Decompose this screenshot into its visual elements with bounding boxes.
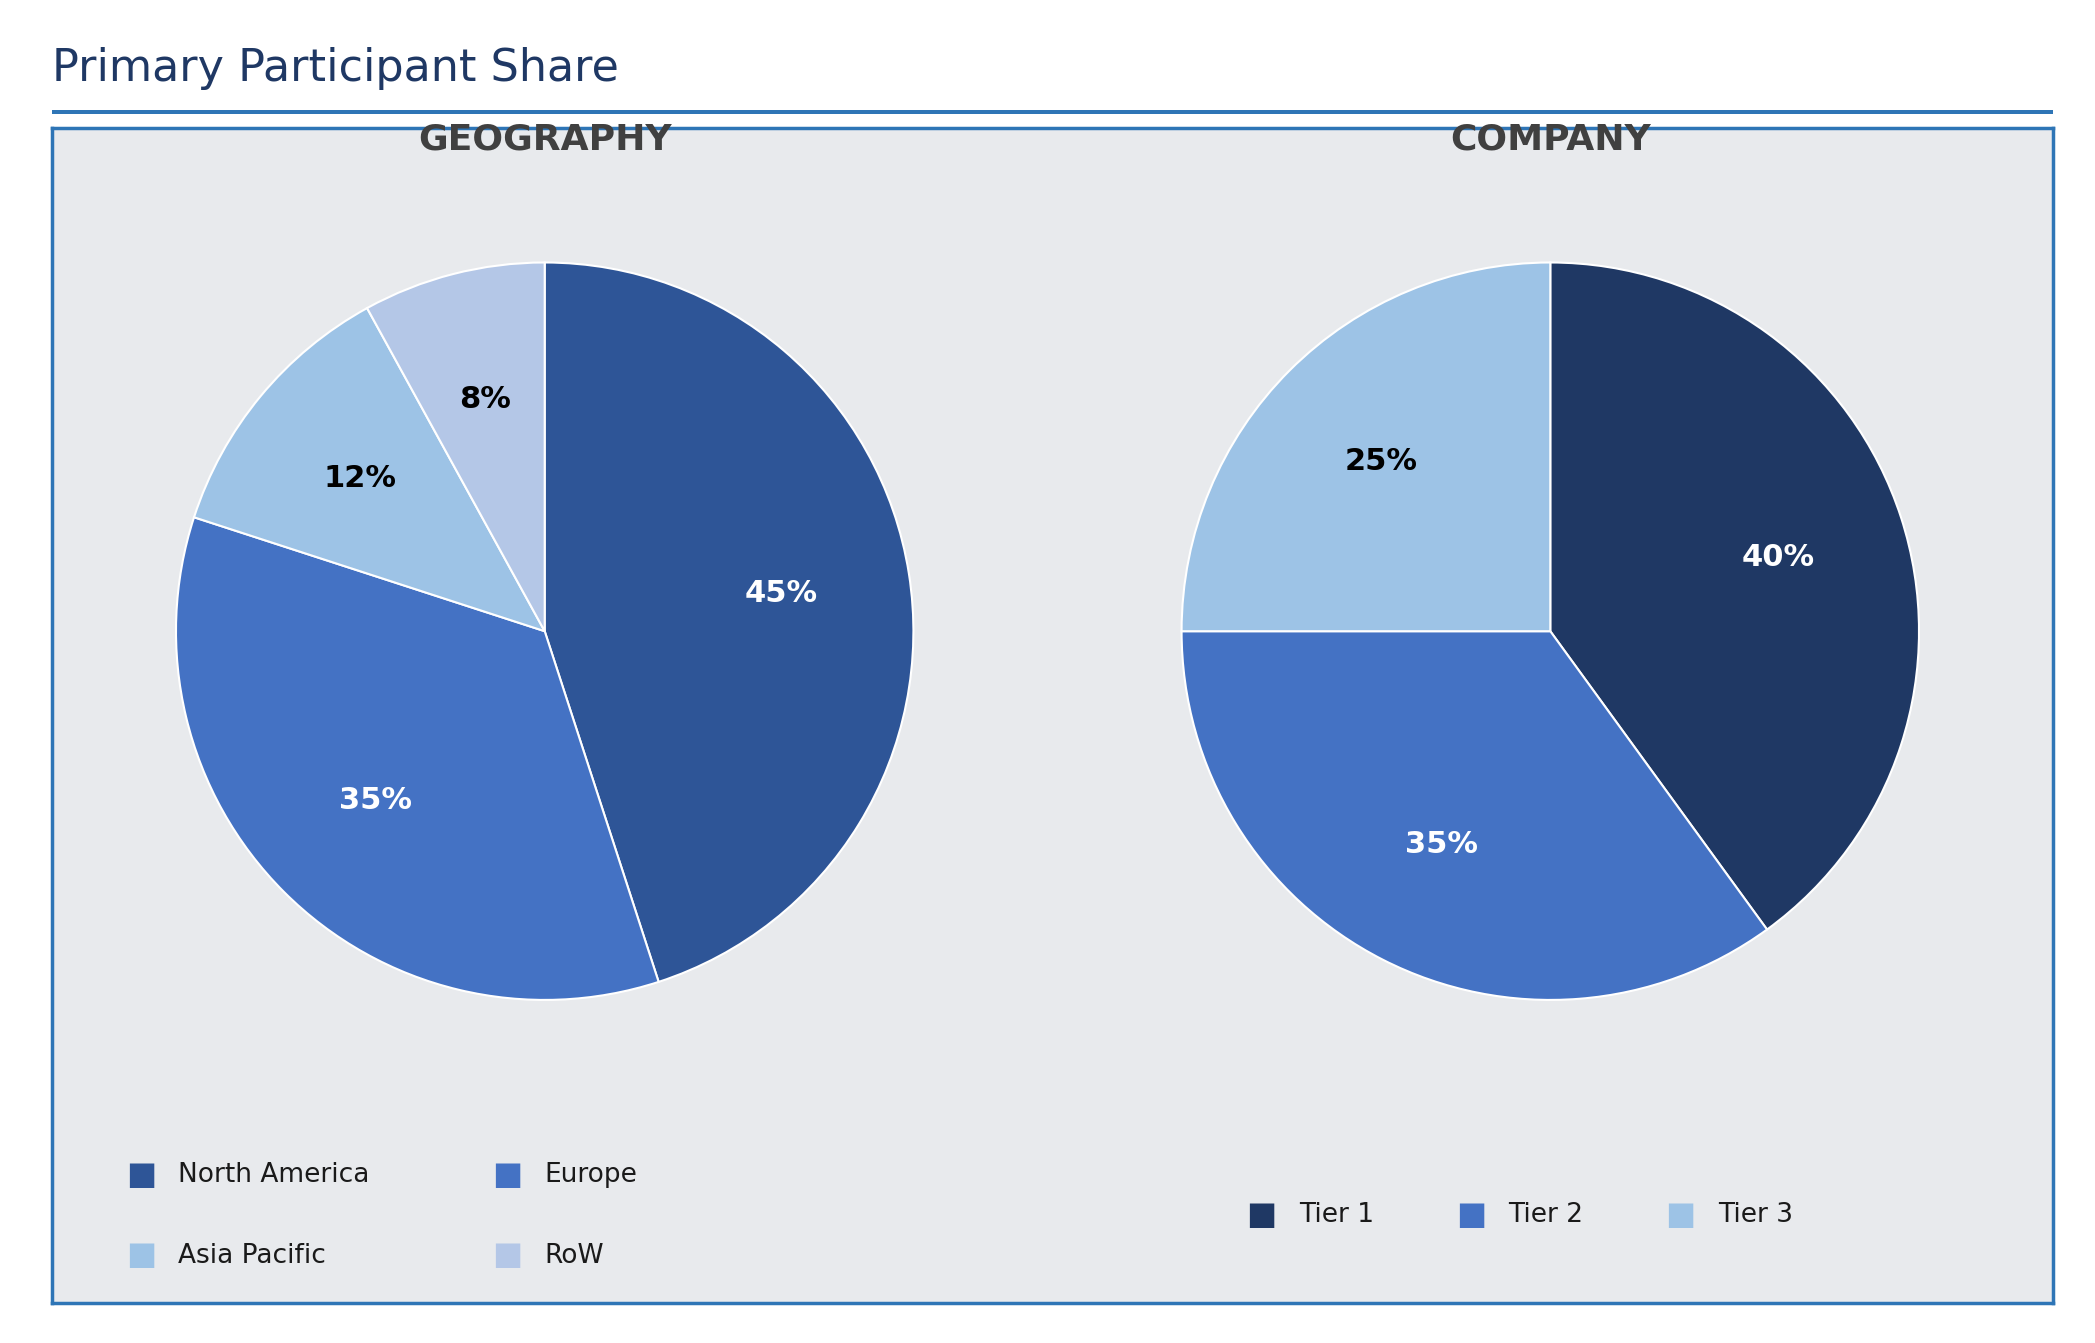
Text: ■: ■	[1456, 1199, 1485, 1232]
Text: RoW: RoW	[545, 1242, 603, 1269]
Text: 35%: 35%	[339, 786, 413, 815]
Text: Tier 1: Tier 1	[1299, 1202, 1374, 1229]
Text: Tier 3: Tier 3	[1718, 1202, 1793, 1229]
Text: ■: ■	[492, 1159, 522, 1191]
Text: 12%: 12%	[323, 463, 396, 493]
Text: 35%: 35%	[1406, 830, 1477, 860]
Wedge shape	[1550, 262, 1919, 929]
Wedge shape	[195, 308, 545, 631]
Text: ■: ■	[126, 1240, 155, 1272]
Wedge shape	[1182, 262, 1550, 631]
Text: 25%: 25%	[1345, 447, 1418, 477]
Text: North America: North America	[178, 1162, 369, 1189]
Text: 40%: 40%	[1741, 543, 1814, 572]
Text: 45%: 45%	[746, 579, 817, 608]
Text: ■: ■	[1247, 1199, 1276, 1232]
Text: Primary Participant Share: Primary Participant Share	[52, 47, 620, 90]
Text: 8%: 8%	[459, 384, 511, 414]
Title: GEOGRAPHY: GEOGRAPHY	[417, 122, 672, 157]
Wedge shape	[1182, 631, 1766, 1001]
Text: ■: ■	[126, 1159, 155, 1191]
Text: ■: ■	[1666, 1199, 1695, 1232]
Title: COMPANY: COMPANY	[1450, 122, 1651, 157]
Wedge shape	[545, 262, 913, 982]
Text: Asia Pacific: Asia Pacific	[178, 1242, 327, 1269]
Text: ■: ■	[492, 1240, 522, 1272]
Wedge shape	[367, 262, 545, 631]
Wedge shape	[176, 517, 658, 1001]
Text: Tier 2: Tier 2	[1508, 1202, 1584, 1229]
Text: Europe: Europe	[545, 1162, 637, 1189]
